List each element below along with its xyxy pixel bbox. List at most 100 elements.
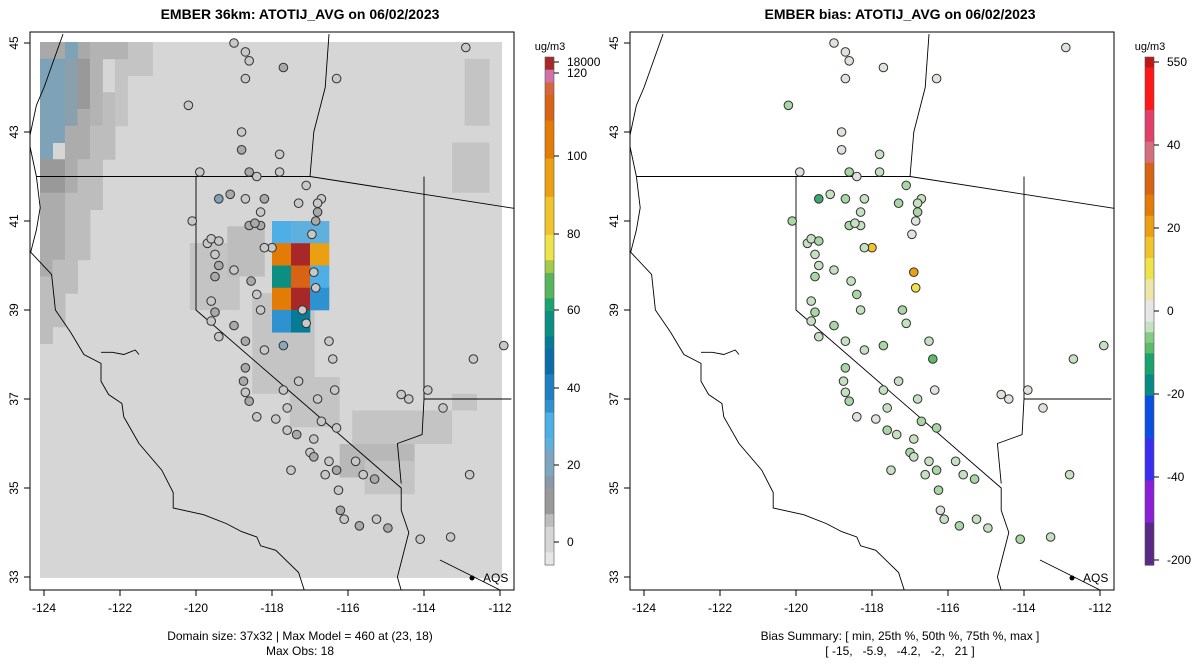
bias-site [859,194,870,204]
model-grid-cell [89,58,103,127]
monitor-site [461,42,471,53]
bias-panel: EMBER bias: ATOTIJ_AVG on 06/02/2023 -12… [600,0,1200,672]
hotspot-cell [272,265,292,289]
y-tick-label: 33 [7,570,21,584]
monitor-site [312,198,323,208]
monitor-site [350,456,361,467]
bias-site [910,283,921,293]
arizona-mexico-border-seg [1039,559,1101,591]
colorbar-tick-label: 20 [1167,221,1181,235]
colorbar-segment [545,82,554,96]
bias-site [931,423,942,433]
bias-site [814,236,824,246]
bias-site [814,260,824,271]
colorbar-segment [1145,57,1154,69]
colorbar-segment [1145,205,1154,217]
right-caption-bias-values: [ -15, -5.9, -4.2, -2, 21 ] [825,644,975,658]
monitor-site [282,403,293,413]
monitor-site [274,167,285,177]
x-tick-label: -112 [1088,601,1111,615]
sf-bay-outline [701,349,740,355]
model-grid-cell [52,192,66,261]
model-grid-cell [102,92,116,160]
x-tick-label: -120 [184,601,208,615]
monitor-site [438,403,448,413]
bias-site [893,376,904,387]
aqs-legend-label: AQS [1083,571,1108,585]
monitor-site [307,229,317,240]
monitor-site [468,354,479,364]
monitor-site [369,474,380,484]
bias-site [810,271,820,282]
monitor-site [250,218,260,228]
bias-site [829,320,839,331]
monitor-site [312,394,323,404]
left-caption-domain: Domain size: 37x32 | Max Model = 460 at … [167,629,433,643]
monitor-site [354,521,365,531]
model-grid-cell [352,410,453,444]
colorbar-segment [1145,448,1154,460]
sf-bay-outline [101,349,140,355]
bias-site [954,521,965,531]
colorbar-segment [545,412,554,426]
bias-site [806,296,816,306]
colorbar-segment [1145,226,1154,238]
arizona-mexico-border-seg [439,559,501,591]
aqs-legend-label: AQS [483,571,508,585]
colorbar-unit-label: ug/m3 [1135,41,1166,53]
model-grid-cell [452,142,490,193]
monitor-site [236,127,247,137]
colorbar-segment [545,526,554,541]
monitor-site [210,307,220,318]
colorbar-segment [1145,311,1154,323]
monitor-site [255,207,266,217]
colorbar-tick-label: 0 [1167,304,1174,318]
y-tick-label: 45 [7,36,21,50]
bias-site [928,354,938,364]
bias-site [874,149,885,160]
bias-site [878,340,889,351]
colorbar-tick-label: 100 [567,149,587,163]
colorbar-segment [1145,268,1154,280]
monitor-site [274,149,285,160]
colorbar-segment [545,57,554,71]
bias-site [850,218,860,228]
bias-site [909,434,919,444]
bias-site [939,514,950,525]
bias-site [840,194,851,204]
colorbar-segment [545,488,554,503]
model-grid-cell [64,42,78,60]
colorbar-tick-label: 550 [1167,55,1187,69]
colorbar-segment [1145,512,1154,524]
colorbar-segment [1145,342,1154,354]
monitor-site [329,385,340,395]
monitor-site [210,249,220,260]
bias-site [916,416,927,427]
mexico-border [395,589,398,590]
plot-frame [629,31,1115,591]
monitor-site [238,376,249,387]
colorbar-segment [1145,332,1154,344]
colorbar-tick-label: 0 [567,535,574,549]
monitor-site [259,242,270,253]
colorbar-tick-label: 40 [567,381,581,395]
bias-site [1015,534,1026,545]
monitor-site [240,336,251,347]
monitor-site [301,180,312,191]
monitor-site [229,320,239,331]
colorbar-segment [545,133,554,147]
bias-site [787,216,797,226]
colorbar-segment [1145,459,1154,471]
colorbar-segment [545,95,554,109]
utah-border [396,176,425,484]
bias-site [874,167,885,177]
monitor-site [244,396,254,407]
colorbar-segment [1145,152,1154,164]
colorbar-segment [545,399,554,414]
x-tick-label: -114 [412,601,435,615]
colorbar-segment [545,107,554,122]
colorbar-segment [545,476,554,490]
bias-site [920,469,931,480]
model-grid-cell [40,192,53,277]
bias-site [901,318,912,329]
